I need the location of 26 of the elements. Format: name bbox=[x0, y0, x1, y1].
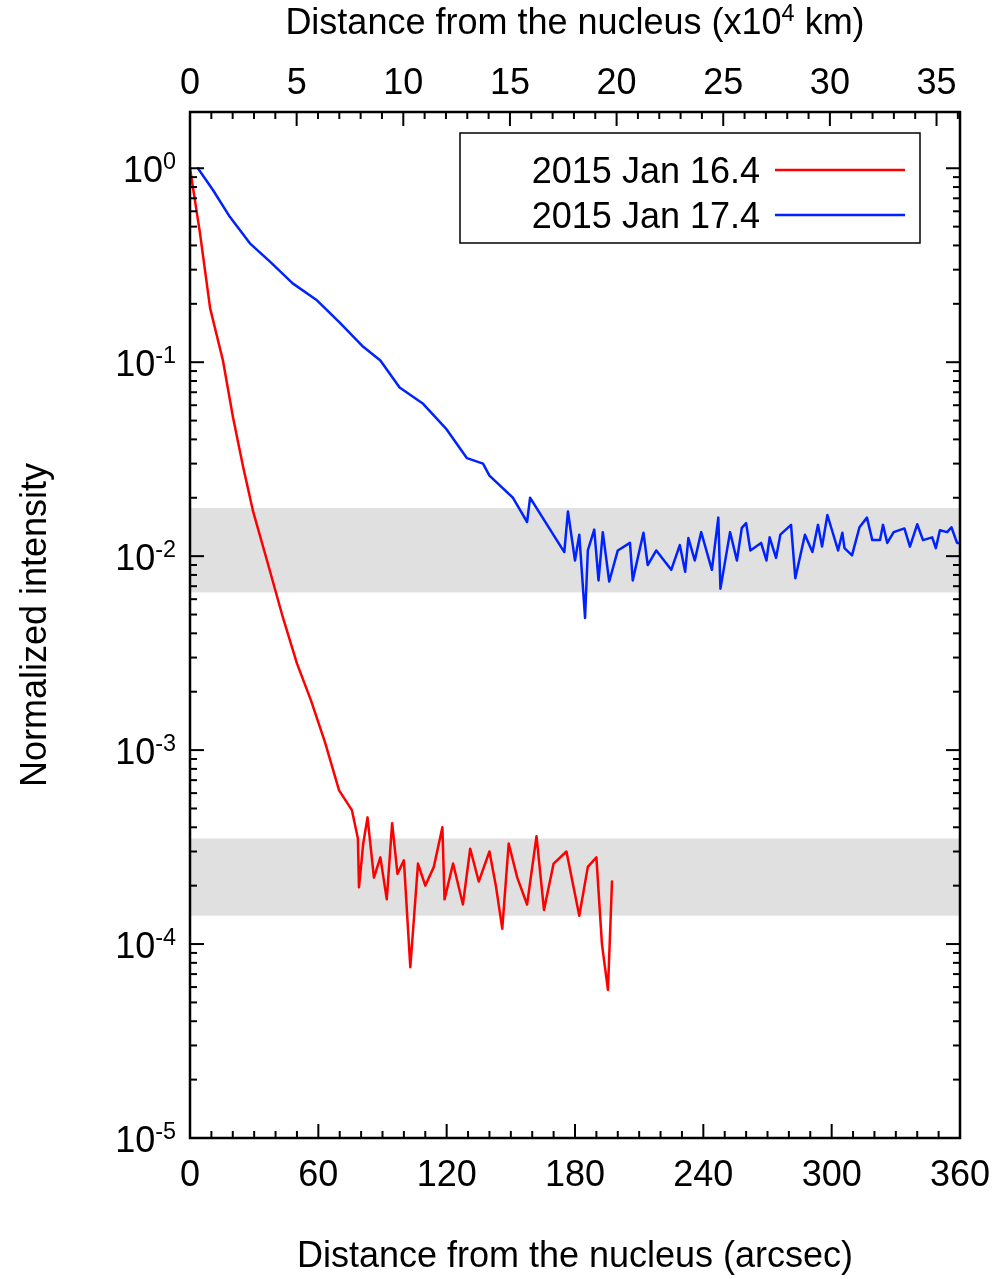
x2-tick-label: 30 bbox=[809, 61, 850, 102]
legend-label: 2015 Jan 17.4 bbox=[531, 194, 760, 236]
x2-tick-label: 10 bbox=[383, 61, 424, 102]
x-tick-label: 240 bbox=[673, 1153, 734, 1194]
x2-axis-title: Distance from the nucleus (x10$^{4}$ km) bbox=[285, 0, 865, 42]
x-tick-label: 360 bbox=[929, 1153, 991, 1194]
x-tick-label: 300 bbox=[801, 1153, 862, 1194]
x-tick-label: 120 bbox=[416, 1153, 477, 1194]
x2-tick-label: 15 bbox=[489, 61, 530, 102]
x2-tick-label: 35 bbox=[916, 61, 957, 102]
x2-tick-label: 5 bbox=[286, 61, 307, 102]
x-tick-label: 60 bbox=[298, 1153, 339, 1194]
y-tick-label: 10$^{-2}$ bbox=[115, 536, 176, 579]
y-axis-title: Normalized intensity bbox=[13, 462, 54, 788]
y-tick-label: 10$^{-1}$ bbox=[115, 342, 176, 385]
x2-tick-label: 0 bbox=[179, 61, 201, 102]
y-tick-label: 10$^{-5}$ bbox=[115, 1118, 176, 1160]
y-tick-label: 10$^{-3}$ bbox=[115, 730, 176, 773]
x2-tick-label: 20 bbox=[596, 61, 637, 102]
y-tick-label: 10$^{-4}$ bbox=[115, 924, 176, 967]
legend-label: 2015 Jan 16.4 bbox=[531, 149, 760, 191]
x-tick-label: 0 bbox=[179, 1153, 201, 1194]
y-tick-label: 10$^{0}$ bbox=[122, 148, 176, 191]
x2-tick-label: 25 bbox=[703, 61, 744, 102]
x-axis-title: Distance from the nucleus (arcsec) bbox=[296, 1234, 854, 1275]
x-tick-label: 180 bbox=[544, 1153, 606, 1194]
